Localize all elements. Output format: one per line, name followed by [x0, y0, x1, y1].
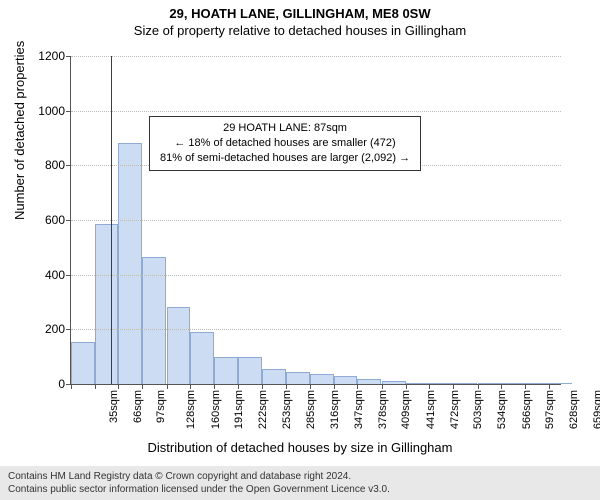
info-line-2: ← 18% of detached houses are smaller (47… — [160, 136, 410, 151]
x-tick-mark — [501, 384, 502, 389]
y-tick-label: 1000 — [38, 104, 71, 118]
x-tick-mark — [310, 384, 311, 389]
y-tick-label: 200 — [45, 322, 71, 336]
chart-container: 29, HOATH LANE, GILLINGHAM, ME8 0SW Size… — [0, 0, 600, 500]
histogram-bar — [167, 307, 191, 384]
x-tick-mark — [262, 384, 263, 389]
grid-line — [71, 56, 561, 57]
x-tick-mark — [549, 384, 550, 389]
histogram-bar — [286, 372, 310, 384]
histogram-bar — [95, 224, 119, 384]
histogram-bar — [310, 374, 334, 384]
histogram-bar — [71, 342, 95, 384]
x-tick-mark — [190, 384, 191, 389]
x-tick-label: 659sqm — [592, 390, 600, 429]
info-line-3: 81% of semi-detached houses are larger (… — [160, 151, 410, 166]
x-tick-mark — [142, 384, 143, 389]
x-tick-label: 66sqm — [132, 390, 144, 423]
x-tick-label: 128sqm — [185, 390, 197, 429]
y-tick-label: 1200 — [38, 49, 71, 63]
plot-area: 29 HOATH LANE: 87sqm ← 18% of detached h… — [70, 56, 561, 385]
x-tick-label: 597sqm — [544, 390, 556, 429]
x-tick-mark — [478, 384, 479, 389]
x-tick-mark — [406, 384, 407, 389]
x-tick-label: 378sqm — [377, 390, 389, 429]
x-tick-mark — [334, 384, 335, 389]
x-tick-label: 253sqm — [281, 390, 293, 429]
histogram-bar — [142, 257, 166, 384]
x-tick-label: 472sqm — [449, 390, 461, 429]
histogram-bar — [262, 369, 286, 384]
y-axis-label: Number of detached properties — [12, 41, 27, 220]
x-tick-label: 566sqm — [521, 390, 533, 429]
x-tick-mark — [71, 384, 72, 389]
y-tick-label: 0 — [58, 377, 71, 391]
grid-line — [71, 220, 561, 221]
histogram-bar — [501, 383, 525, 384]
x-tick-label: 97sqm — [156, 390, 168, 423]
footer-line-1: Contains HM Land Registry data © Crown c… — [8, 470, 592, 483]
x-tick-mark — [357, 384, 358, 389]
x-tick-mark — [214, 384, 215, 389]
footer: Contains HM Land Registry data © Crown c… — [0, 466, 600, 500]
x-tick-label: 191sqm — [234, 390, 246, 429]
x-tick-mark — [429, 384, 430, 389]
y-tick-label: 600 — [45, 213, 71, 227]
grid-line — [71, 275, 561, 276]
x-tick-label: 222sqm — [257, 390, 269, 429]
x-tick-label: 441sqm — [425, 390, 437, 429]
info-line-1: 29 HOATH LANE: 87sqm — [160, 121, 410, 136]
histogram-bar — [453, 383, 477, 384]
histogram-bar — [238, 357, 262, 384]
x-tick-label: 316sqm — [329, 390, 341, 429]
histogram-bar — [429, 383, 453, 384]
x-tick-mark — [118, 384, 119, 389]
histogram-bar — [478, 383, 502, 384]
histogram-bar — [334, 376, 358, 384]
x-tick-label: 628sqm — [568, 390, 580, 429]
chart-subtitle: Size of property relative to detached ho… — [0, 21, 600, 38]
x-tick-mark — [525, 384, 526, 389]
x-tick-label: 409sqm — [400, 390, 412, 429]
x-tick-label: 347sqm — [353, 390, 365, 429]
chart-title: 29, HOATH LANE, GILLINGHAM, ME8 0SW — [0, 0, 600, 21]
info-box: 29 HOATH LANE: 87sqm ← 18% of detached h… — [149, 116, 421, 171]
y-tick-label: 400 — [45, 268, 71, 282]
marker-line — [111, 56, 112, 384]
x-tick-label: 503sqm — [472, 390, 484, 429]
x-tick-mark — [382, 384, 383, 389]
grid-line — [71, 111, 561, 112]
x-tick-mark — [453, 384, 454, 389]
x-axis-label: Distribution of detached houses by size … — [0, 440, 600, 455]
histogram-bar — [549, 383, 573, 384]
x-tick-mark — [167, 384, 168, 389]
histogram-bar — [118, 143, 142, 384]
x-tick-label: 35sqm — [108, 390, 120, 423]
x-tick-mark — [286, 384, 287, 389]
y-tick-label: 800 — [45, 158, 71, 172]
histogram-bar — [357, 379, 381, 384]
x-tick-label: 534sqm — [496, 390, 508, 429]
x-tick-mark — [95, 384, 96, 389]
histogram-bar — [382, 381, 406, 384]
x-tick-label: 160sqm — [210, 390, 222, 429]
histogram-bar — [190, 332, 214, 384]
footer-line-2: Contains public sector information licen… — [8, 483, 592, 496]
x-tick-mark — [238, 384, 239, 389]
histogram-bar — [214, 357, 238, 384]
grid-line — [71, 329, 561, 330]
histogram-bar — [525, 383, 549, 384]
histogram-bar — [406, 383, 430, 384]
x-tick-label: 285sqm — [306, 390, 318, 429]
